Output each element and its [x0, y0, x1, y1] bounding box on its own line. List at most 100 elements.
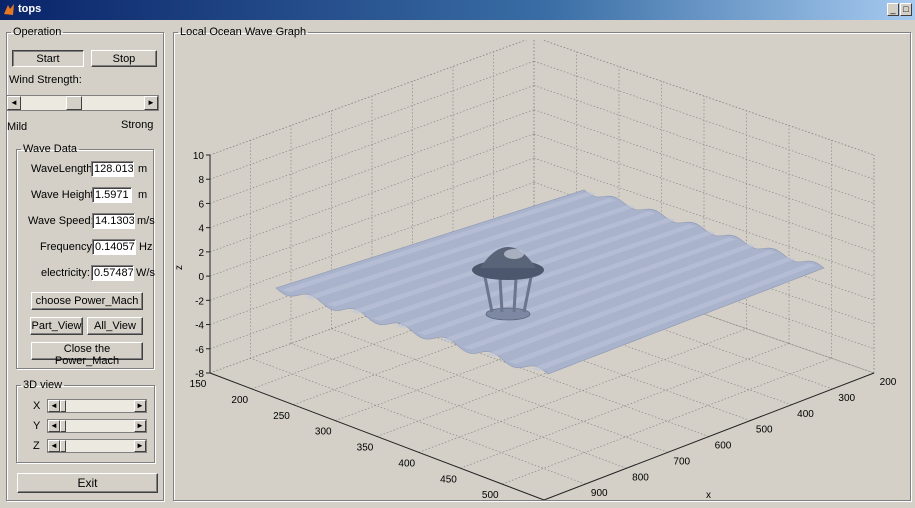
slider-left-arrow-icon[interactable]: ◄ — [7, 96, 21, 110]
grid-line — [209, 109, 535, 228]
ocean-wave-3d-plot[interactable]: 1502002503003504004505005501000900800700… — [174, 40, 910, 500]
y-view-slider[interactable]: ◄ ► — [47, 419, 147, 433]
wave-speed-label: Wave Speed: — [28, 215, 94, 227]
buoy-highlight — [504, 249, 524, 259]
x-tick-label: 500 — [756, 425, 773, 436]
wave-crest — [395, 224, 696, 329]
wave-surface — [275, 189, 825, 375]
stop-button[interactable]: Stop — [91, 50, 157, 67]
x-slider-left-arrow-icon[interactable]: ◄ — [48, 400, 60, 412]
plot-axes: 1502002503003504004505005501000900800700… — [174, 151, 897, 500]
wind-strength-slider[interactable]: ◄ ► — [6, 95, 159, 111]
buoy-legs — [482, 271, 534, 313]
y-slider-thumb[interactable] — [60, 420, 66, 432]
y-tick-label: 300 — [315, 427, 332, 438]
z-slider-label: Z — [33, 440, 40, 452]
start-button[interactable]: Start — [12, 50, 84, 67]
x-tick-label: 200 — [880, 377, 897, 388]
wave-height-field[interactable]: 1.5971 — [92, 187, 132, 203]
y-slider-label: Y — [33, 420, 41, 432]
part-view-button[interactable]: Part_View — [30, 317, 83, 335]
wave-surface-fill — [275, 189, 825, 375]
maximize-button[interactable]: □ — [900, 3, 912, 16]
grid-line — [460, 343, 790, 469]
grid-line — [533, 133, 875, 253]
z-tick-label: 10 — [193, 151, 205, 162]
x-tick-label: 300 — [838, 393, 855, 404]
grid-line — [290, 343, 627, 469]
slider-right-arrow-icon[interactable]: ► — [144, 96, 158, 110]
x-tick-label: 600 — [715, 441, 732, 452]
frequency-unit: Hz — [139, 241, 153, 253]
x-view-slider[interactable]: ◄ ► — [47, 399, 147, 413]
wave-speed-unit: m/s — [137, 215, 155, 227]
x-slider-label: X — [33, 400, 41, 412]
title-bar: tops _ □ — [0, 0, 915, 20]
wave-speed-field[interactable]: 14.1303 — [92, 213, 135, 229]
wind-strength-label: Wind Strength: — [9, 74, 82, 86]
exit-button[interactable]: Exit — [17, 473, 158, 493]
grid-line — [502, 357, 832, 485]
z-slider-right-arrow-icon[interactable]: ► — [134, 440, 146, 452]
wavelength-field[interactable]: 128.013 — [91, 161, 134, 177]
frequency-label: Frequency: — [40, 241, 96, 253]
window-title: tops — [18, 3, 42, 15]
grid-line — [533, 157, 875, 277]
wave-crest — [304, 198, 616, 300]
all-view-button[interactable]: All_View — [87, 317, 143, 335]
close-power-mach-button[interactable]: Close the Power_Mach — [31, 342, 143, 367]
wavelength-label: WaveLength: — [31, 163, 96, 175]
y-axis-line — [209, 372, 545, 500]
z-slider-left-arrow-icon[interactable]: ◄ — [48, 440, 60, 452]
grid-line — [541, 40, 875, 156]
view3d-legend: 3D view — [23, 379, 63, 391]
z-axis-label: z — [174, 265, 185, 270]
wave-crest — [327, 204, 636, 307]
grid-line — [209, 182, 535, 301]
y-slider-left-arrow-icon[interactable]: ◄ — [48, 420, 60, 432]
electricity-unit: W/s — [136, 267, 155, 279]
matlab-logo-icon — [4, 4, 14, 15]
operation-legend: Operation — [13, 26, 62, 38]
slider-thumb[interactable] — [65, 96, 82, 110]
power-machine-buoy — [472, 247, 544, 321]
wave-crest — [508, 256, 796, 364]
grid-line — [209, 133, 535, 253]
wave-crest — [281, 191, 596, 293]
wave-data-panel: Wave Data — [16, 143, 154, 369]
minimize-button[interactable]: _ — [887, 3, 899, 16]
z-slider-thumb[interactable] — [60, 440, 66, 452]
wind-max-label: Strong — [121, 119, 154, 131]
wave-crest — [485, 250, 776, 357]
z-view-slider[interactable]: ◄ ► — [47, 439, 147, 453]
z-tick-label: -2 — [195, 296, 204, 307]
wave-height-unit: m — [138, 189, 148, 201]
graph-panel: Local Ocean Wave Graph — [173, 26, 911, 501]
grid-line — [209, 85, 535, 204]
wavelength-unit: m — [138, 163, 148, 175]
operation-panel: Operation — [6, 26, 164, 501]
z-tick-label: -6 — [195, 345, 204, 356]
choose-power-mach-button[interactable]: choose Power_Mach — [31, 292, 143, 310]
wind-min-label: Mild — [7, 121, 28, 133]
wave-crest — [463, 243, 756, 350]
x-tick-label: 400 — [797, 409, 814, 420]
x-slider-right-arrow-icon[interactable]: ► — [134, 400, 146, 412]
z-tick-label: 0 — [198, 272, 204, 283]
x-axis-label: x — [706, 490, 711, 500]
y-tick-label: 150 — [190, 379, 207, 390]
wave-height-label: Wave Height: — [31, 189, 97, 201]
y-tick-label: 500 — [482, 490, 499, 500]
frequency-field[interactable]: 0.14057 — [92, 239, 136, 255]
electricity-field[interactable]: 0.57487 — [91, 265, 134, 281]
grid-line — [250, 357, 586, 485]
z-tick-label: 6 — [198, 199, 204, 210]
y-slider-right-arrow-icon[interactable]: ► — [134, 420, 146, 432]
wave-crest — [531, 263, 816, 372]
buoy-base — [485, 307, 531, 321]
graph-legend: Local Ocean Wave Graph — [180, 26, 307, 38]
x-tick-label: 700 — [673, 456, 690, 467]
z-tick-label: 4 — [198, 224, 204, 235]
y-tick-label: 200 — [231, 395, 248, 406]
x-slider-thumb[interactable] — [60, 400, 66, 412]
